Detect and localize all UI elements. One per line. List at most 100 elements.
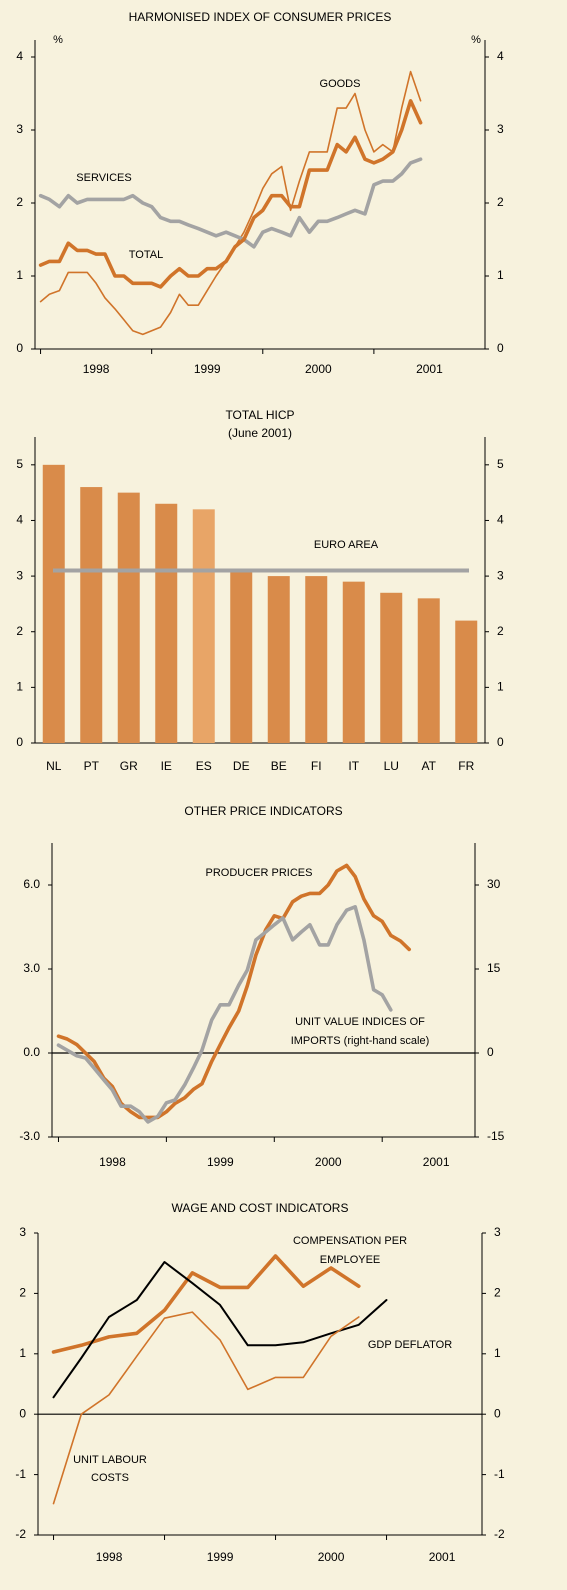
x-tick-label: FI bbox=[311, 759, 322, 773]
series-label: GDP DEFLATOR bbox=[368, 1339, 452, 1351]
y2-tick-label: 2 bbox=[497, 195, 504, 209]
y2-tick-label: 2 bbox=[497, 624, 504, 638]
x-tick-label: 2000 bbox=[305, 362, 332, 376]
y-tick-label: 3.0 bbox=[23, 961, 40, 975]
series-label: GOODS bbox=[320, 78, 361, 90]
bar bbox=[305, 576, 328, 743]
x-tick-label: 1998 bbox=[96, 1550, 123, 1564]
y2-tick-label: -2 bbox=[494, 1527, 505, 1541]
series-line bbox=[39, 70, 422, 336]
y2-tick-label: 1 bbox=[494, 1346, 501, 1360]
y-tick-label: 0.0 bbox=[23, 1045, 40, 1059]
y2-tick-label: -15 bbox=[487, 1129, 505, 1143]
chart-title: HARMONISED INDEX OF CONSUMER PRICES bbox=[129, 10, 392, 24]
y-tick-label: 2 bbox=[16, 195, 23, 209]
series-line bbox=[52, 1311, 360, 1505]
chart-subtitle: (June 2001) bbox=[228, 426, 292, 440]
bar bbox=[417, 598, 440, 743]
x-tick-label: FR bbox=[458, 759, 474, 773]
y2-tick-label: 1 bbox=[497, 268, 504, 282]
bar bbox=[192, 509, 215, 743]
x-tick-label: PT bbox=[84, 759, 100, 773]
y2-tick-label: 0 bbox=[497, 341, 504, 355]
series-label: TOTAL bbox=[129, 249, 163, 261]
y2-tick-label: 0 bbox=[494, 1406, 501, 1420]
bar bbox=[230, 570, 253, 743]
x-tick-label: 2001 bbox=[416, 362, 443, 376]
y-tick-label: 3 bbox=[16, 122, 23, 136]
series-line bbox=[51, 1254, 361, 1354]
x-tick-label: 1999 bbox=[194, 362, 221, 376]
x-tick-label: 1999 bbox=[207, 1550, 234, 1564]
x-tick-label: DE bbox=[233, 759, 250, 773]
series-line bbox=[52, 1261, 388, 1399]
y2-tick-label: 30 bbox=[487, 877, 501, 891]
y2-tick-label: 4 bbox=[497, 49, 504, 63]
x-tick-label: GR bbox=[120, 759, 138, 773]
y-tick-label: 4 bbox=[16, 49, 23, 63]
x-tick-label: 2001 bbox=[423, 1155, 450, 1169]
y2-tick-label: 15 bbox=[487, 961, 501, 975]
reference-label: EURO AREA bbox=[314, 539, 379, 551]
x-tick-label: NL bbox=[46, 759, 62, 773]
y2-tick-label: 5 bbox=[497, 457, 504, 471]
series-line bbox=[38, 99, 423, 289]
y-tick-label: 1 bbox=[16, 268, 23, 282]
y2-tick-label: 3 bbox=[497, 122, 504, 136]
y2-axis-unit: % bbox=[471, 34, 481, 46]
y-tick-label: 4 bbox=[16, 513, 23, 527]
y2-tick-label: 0 bbox=[487, 1045, 494, 1059]
bar bbox=[80, 487, 103, 743]
x-tick-label: IT bbox=[348, 759, 359, 773]
y-tick-label: 3 bbox=[16, 568, 23, 582]
bar bbox=[42, 464, 65, 743]
x-tick-label: LU bbox=[384, 759, 399, 773]
y-tick-label: 1 bbox=[19, 1346, 26, 1360]
y-tick-label: 2 bbox=[19, 1286, 26, 1300]
y-tick-label: -2 bbox=[15, 1527, 26, 1541]
series-label: UNIT VALUE INDICES OF bbox=[295, 1016, 425, 1028]
y2-tick-label: 0 bbox=[497, 735, 504, 749]
y-tick-label: 0 bbox=[16, 341, 23, 355]
y-tick-label: -3.0 bbox=[19, 1129, 40, 1143]
x-tick-label: 1999 bbox=[207, 1155, 234, 1169]
bar bbox=[155, 503, 178, 743]
bar bbox=[455, 620, 478, 743]
series-label: SERVICES bbox=[76, 172, 131, 184]
x-tick-label: IE bbox=[161, 759, 172, 773]
series-line bbox=[38, 157, 423, 249]
x-tick-label: 1998 bbox=[83, 362, 110, 376]
y-axis-unit: % bbox=[53, 34, 63, 46]
bar bbox=[380, 592, 403, 743]
x-tick-label: 2000 bbox=[315, 1155, 342, 1169]
chart-title: TOTAL HICP bbox=[225, 408, 294, 422]
y-tick-label: 5 bbox=[16, 457, 23, 471]
y-tick-label: 2 bbox=[16, 624, 23, 638]
x-tick-label: AT bbox=[422, 759, 437, 773]
series-label: IMPORTS (right-hand scale) bbox=[291, 1035, 430, 1047]
series-label: PRODUCER PRICES bbox=[206, 867, 313, 879]
y2-tick-label: 1 bbox=[497, 680, 504, 694]
x-tick-label: 1998 bbox=[99, 1155, 126, 1169]
y2-tick-label: 2 bbox=[494, 1286, 501, 1300]
bar bbox=[342, 581, 365, 743]
y2-tick-label: 3 bbox=[494, 1225, 501, 1239]
bar bbox=[117, 492, 140, 743]
y-tick-label: 1 bbox=[16, 680, 23, 694]
y-tick-label: -1 bbox=[15, 1467, 26, 1481]
bar bbox=[267, 576, 290, 743]
y-tick-label: 0 bbox=[19, 1406, 26, 1420]
y-tick-label: 6.0 bbox=[23, 877, 40, 891]
x-tick-label: BE bbox=[271, 759, 287, 773]
series-label: UNIT LABOUR bbox=[73, 1454, 147, 1466]
series-label: EMPLOYEE bbox=[320, 1254, 381, 1266]
x-tick-label: ES bbox=[196, 759, 212, 773]
y2-tick-label: 4 bbox=[497, 513, 504, 527]
y2-tick-label: 3 bbox=[497, 568, 504, 582]
x-tick-label: 2001 bbox=[429, 1550, 456, 1564]
series-label: COMPENSATION PER bbox=[293, 1235, 407, 1247]
x-tick-label: 2000 bbox=[318, 1550, 345, 1564]
chart-title: WAGE AND COST INDICATORS bbox=[172, 1201, 349, 1215]
series-label: COSTS bbox=[91, 1472, 129, 1484]
